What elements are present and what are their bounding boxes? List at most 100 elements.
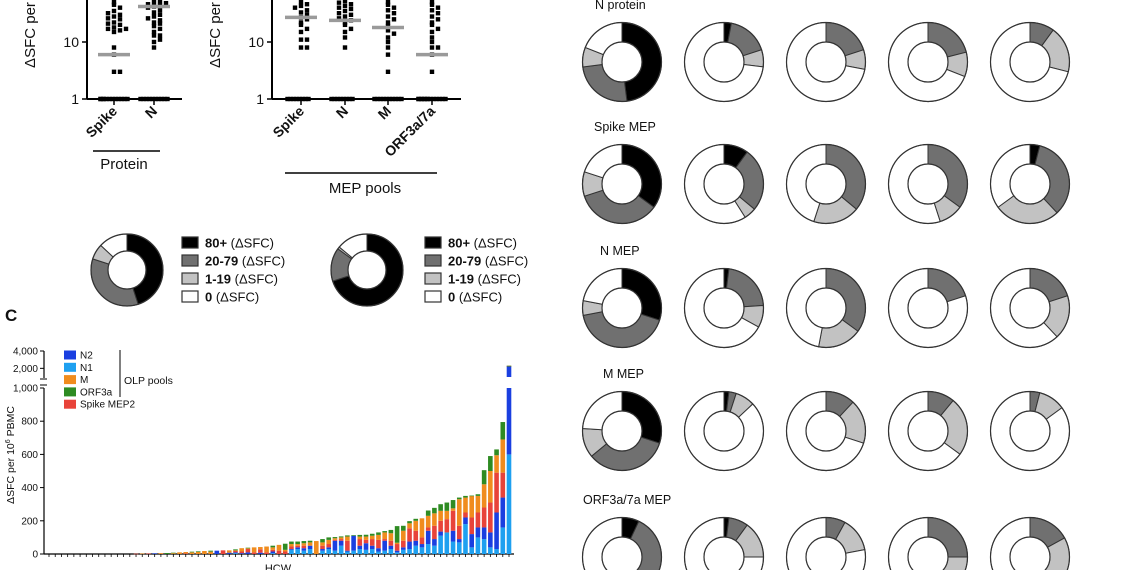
x-tick-label: N — [142, 103, 160, 121]
data-point — [378, 96, 383, 102]
bar-segment — [376, 532, 381, 535]
data-point — [107, 96, 112, 102]
bar-segment — [425, 527, 431, 531]
bar-segment — [463, 495, 468, 498]
bar — [307, 540, 313, 554]
donut — [581, 21, 663, 103]
bar — [146, 553, 151, 555]
data-point — [375, 96, 380, 102]
data-point — [342, 14, 348, 19]
donut-outline — [330, 233, 404, 307]
legend-swatch — [424, 272, 442, 285]
donut-outline — [785, 390, 867, 472]
data-point — [98, 96, 103, 102]
donut — [581, 516, 663, 570]
data-point — [391, 17, 397, 22]
bar-segment — [139, 553, 145, 555]
donut — [683, 267, 765, 349]
data-point — [429, 20, 435, 25]
bar-segment — [282, 551, 288, 554]
bar-segment — [208, 551, 213, 554]
bar-segment — [195, 552, 201, 554]
bar-segment — [469, 547, 475, 554]
data-point — [385, 35, 391, 40]
legend-label-suffix: (ΔSFC) — [474, 272, 521, 287]
donut-outline — [683, 21, 765, 103]
y-tick-label: 1 — [256, 91, 264, 107]
data-point — [348, 12, 354, 18]
donut-outline — [887, 21, 969, 103]
data-point — [385, 8, 391, 13]
data-point — [159, 96, 164, 102]
data-point — [285, 96, 290, 102]
bar — [469, 495, 475, 554]
bar-segment — [394, 526, 400, 543]
bar-segment — [245, 549, 251, 553]
bar-segment — [388, 533, 394, 541]
data-point — [429, 8, 435, 13]
donut-hole — [805, 163, 847, 205]
donut-hole — [907, 41, 949, 83]
bar-segment — [494, 472, 499, 513]
bar — [264, 546, 269, 554]
legend-label-suffix: (ΔSFC) — [238, 254, 285, 269]
data-point — [344, 96, 349, 102]
bar-segment — [239, 548, 245, 552]
bar-segment — [369, 545, 375, 550]
bar-segment — [258, 552, 263, 554]
bar-segment — [450, 500, 456, 509]
data-point — [342, 22, 348, 28]
data-point — [385, 20, 391, 25]
y-tick-label: 0 — [32, 550, 38, 561]
bar — [481, 470, 487, 554]
data-point — [338, 96, 343, 102]
data-point — [291, 96, 296, 102]
data-point — [348, 6, 354, 12]
bar-segment — [239, 553, 245, 554]
data-point — [151, 29, 157, 35]
donut — [887, 516, 969, 570]
bar — [351, 535, 356, 554]
data-point — [435, 26, 441, 32]
bar-segment — [463, 512, 468, 518]
donut — [887, 21, 969, 103]
data-point — [335, 96, 340, 102]
donut-outline — [785, 21, 867, 103]
bar — [183, 552, 189, 554]
data-point — [105, 11, 111, 16]
donut-outline — [989, 390, 1071, 472]
donut — [581, 143, 663, 225]
bar — [407, 521, 412, 554]
bar-segment — [394, 552, 400, 554]
data-point — [399, 96, 404, 102]
y-tick-label: 1,000 — [13, 384, 38, 395]
data-point — [298, 45, 304, 50]
bar-segment — [444, 519, 450, 533]
bar — [208, 550, 213, 554]
data-point — [304, 8, 310, 13]
bar — [388, 529, 394, 554]
bar-segment — [506, 365, 512, 367]
y-tick-label: 2,000 — [13, 364, 38, 375]
bar-segment — [295, 547, 300, 550]
bar-segment — [357, 549, 363, 554]
bar-segment — [351, 550, 356, 554]
bar-segment — [488, 502, 493, 533]
donut-outline — [989, 267, 1071, 349]
bar-segment — [463, 524, 468, 554]
donut — [683, 516, 765, 570]
bar — [450, 500, 456, 554]
bar-segment — [270, 553, 276, 554]
bar-segment — [351, 535, 356, 536]
y-tick-label: 800 — [21, 417, 38, 428]
bar-segment — [320, 549, 325, 551]
data-point — [336, 0, 342, 5]
data-point — [303, 96, 308, 102]
donut — [989, 390, 1071, 472]
data-point — [419, 96, 424, 102]
bar — [456, 497, 462, 554]
bar-segment — [413, 540, 419, 546]
y-tick-label: 200 — [21, 516, 38, 527]
bar-segment — [444, 510, 450, 520]
legend-label-suffix: (ΔSFC) — [212, 290, 259, 305]
